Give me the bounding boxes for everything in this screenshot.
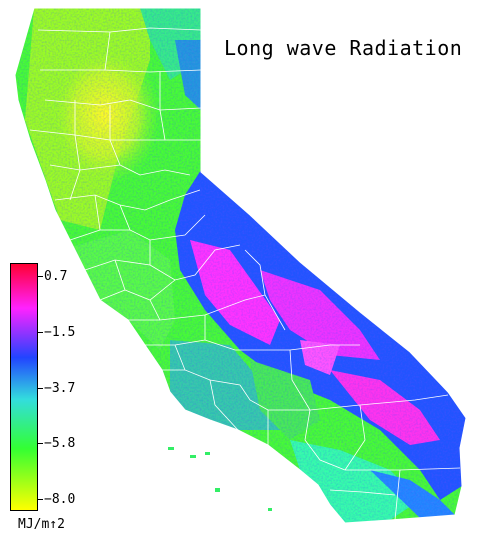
legend-tick-mark: [38, 387, 43, 389]
legend-tick-mark: [38, 499, 43, 500]
legend-tick-mark: [38, 443, 43, 445]
channel-islands: [168, 447, 272, 511]
legend-tick-label: −1.5: [44, 324, 76, 340]
color-scale-bar: [10, 263, 38, 511]
legend-tick-label: −8.0: [44, 492, 76, 507]
legend-tick-label: 0.7: [44, 269, 68, 284]
legend-tick-label: −5.8: [44, 436, 76, 452]
units-label: MJ/m↑2: [18, 517, 65, 532]
map-title: Long wave Radiation: [224, 36, 463, 60]
legend-tick-mark: [38, 276, 43, 277]
legend-tick-mark: [38, 331, 43, 333]
state-outline: [14, 7, 467, 524]
county-borders: [29, 27, 461, 521]
legend-tick-label: −3.7: [44, 380, 76, 396]
